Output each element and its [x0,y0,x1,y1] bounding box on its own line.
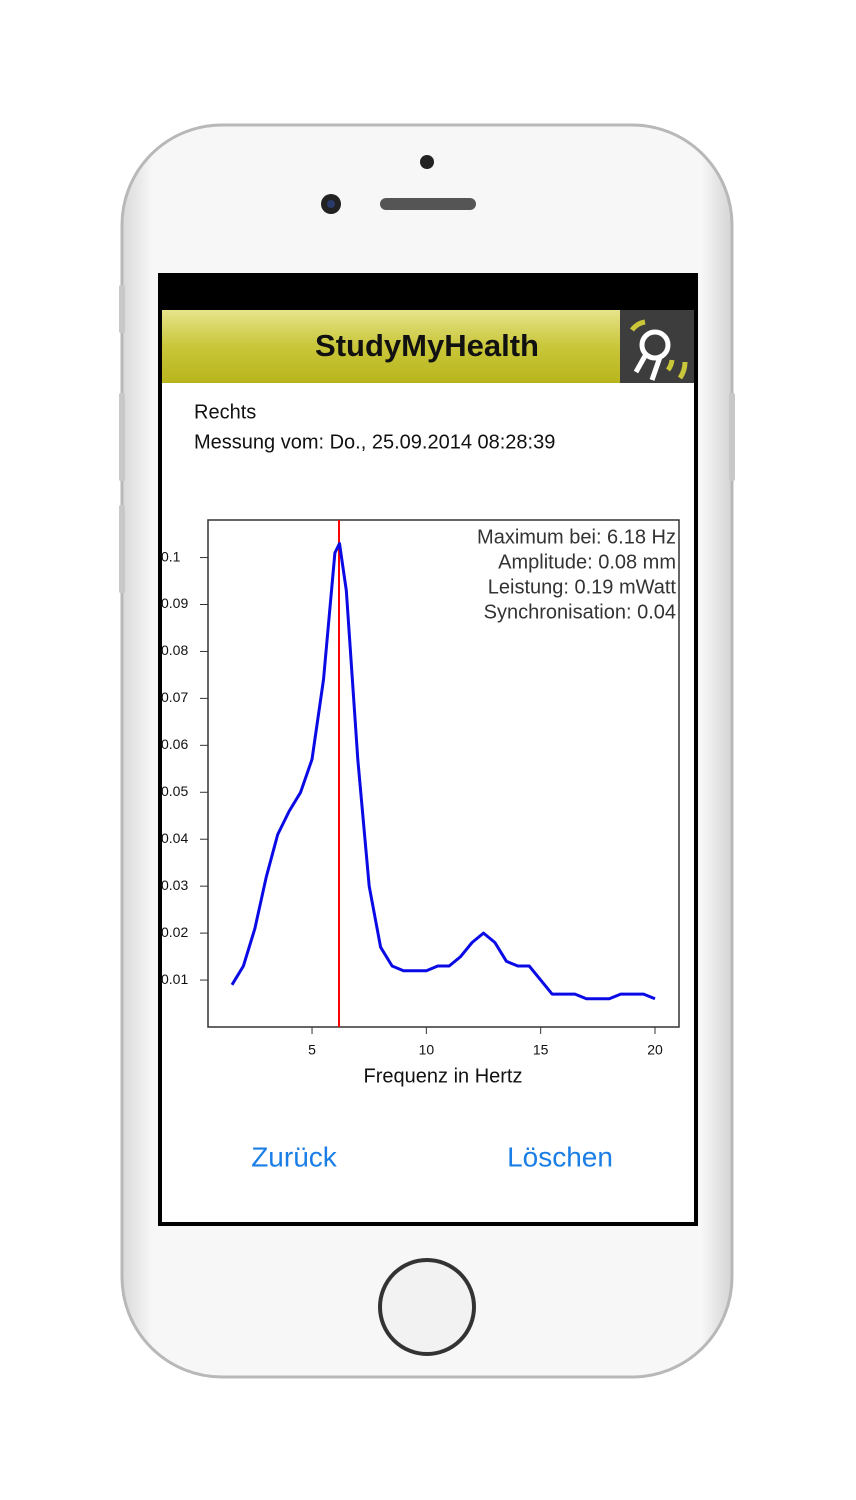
camera-lens [327,200,335,208]
y-tick-label: 0.05 [161,783,188,799]
spectrum-line [230,542,656,1001]
header-bar [162,310,620,383]
side-button [119,393,125,481]
logo-shape [639,329,671,361]
y-tick-label: 0.07 [161,689,188,705]
y-tick-label: 0.03 [161,877,188,893]
home-button[interactable] [378,1258,476,1356]
side-button [119,505,125,593]
x-tick-label: 5 [308,1042,316,1058]
y-tick-label: 0.01 [161,971,188,987]
x-tick-label: 10 [419,1042,435,1058]
chart-annotation: Amplitude: 0.08 mm [498,551,676,573]
logo-shape [629,319,688,380]
plot-frame [207,519,680,1028]
side-button [729,393,735,481]
y-tick-label: 0.04 [161,830,188,846]
chart-annotation: Synchronisation: 0.04 [484,601,676,623]
app-title: StudyMyHealth [315,328,539,363]
y-tick-label: 0.1 [161,548,181,564]
back-button[interactable]: Zurück [251,1141,338,1172]
y-tick-label: 0.08 [161,642,188,658]
x-tick-label: 20 [647,1042,663,1058]
x-tick-label: 15 [533,1042,549,1058]
speaker [380,198,476,210]
measurement-date: Messung vom: Do., 25.09.2014 08:28:39 [194,431,555,453]
screen [162,310,694,1222]
chart-annotation: Leistung: 0.19 mWatt [488,576,677,598]
y-tick-label: 0.02 [161,924,188,940]
x-axis-label: Frequenz in Hertz [364,1065,523,1087]
chart-annotation: Maximum bei: 6.18 Hz [477,526,676,548]
delete-button[interactable]: Löschen [507,1141,613,1172]
y-tick-label: 0.06 [161,736,188,752]
y-tick-label: 0.09 [161,595,188,611]
logo-shape [633,354,663,381]
sensor [420,155,434,169]
side-button [119,285,125,333]
side-label: Rechts [194,401,256,423]
